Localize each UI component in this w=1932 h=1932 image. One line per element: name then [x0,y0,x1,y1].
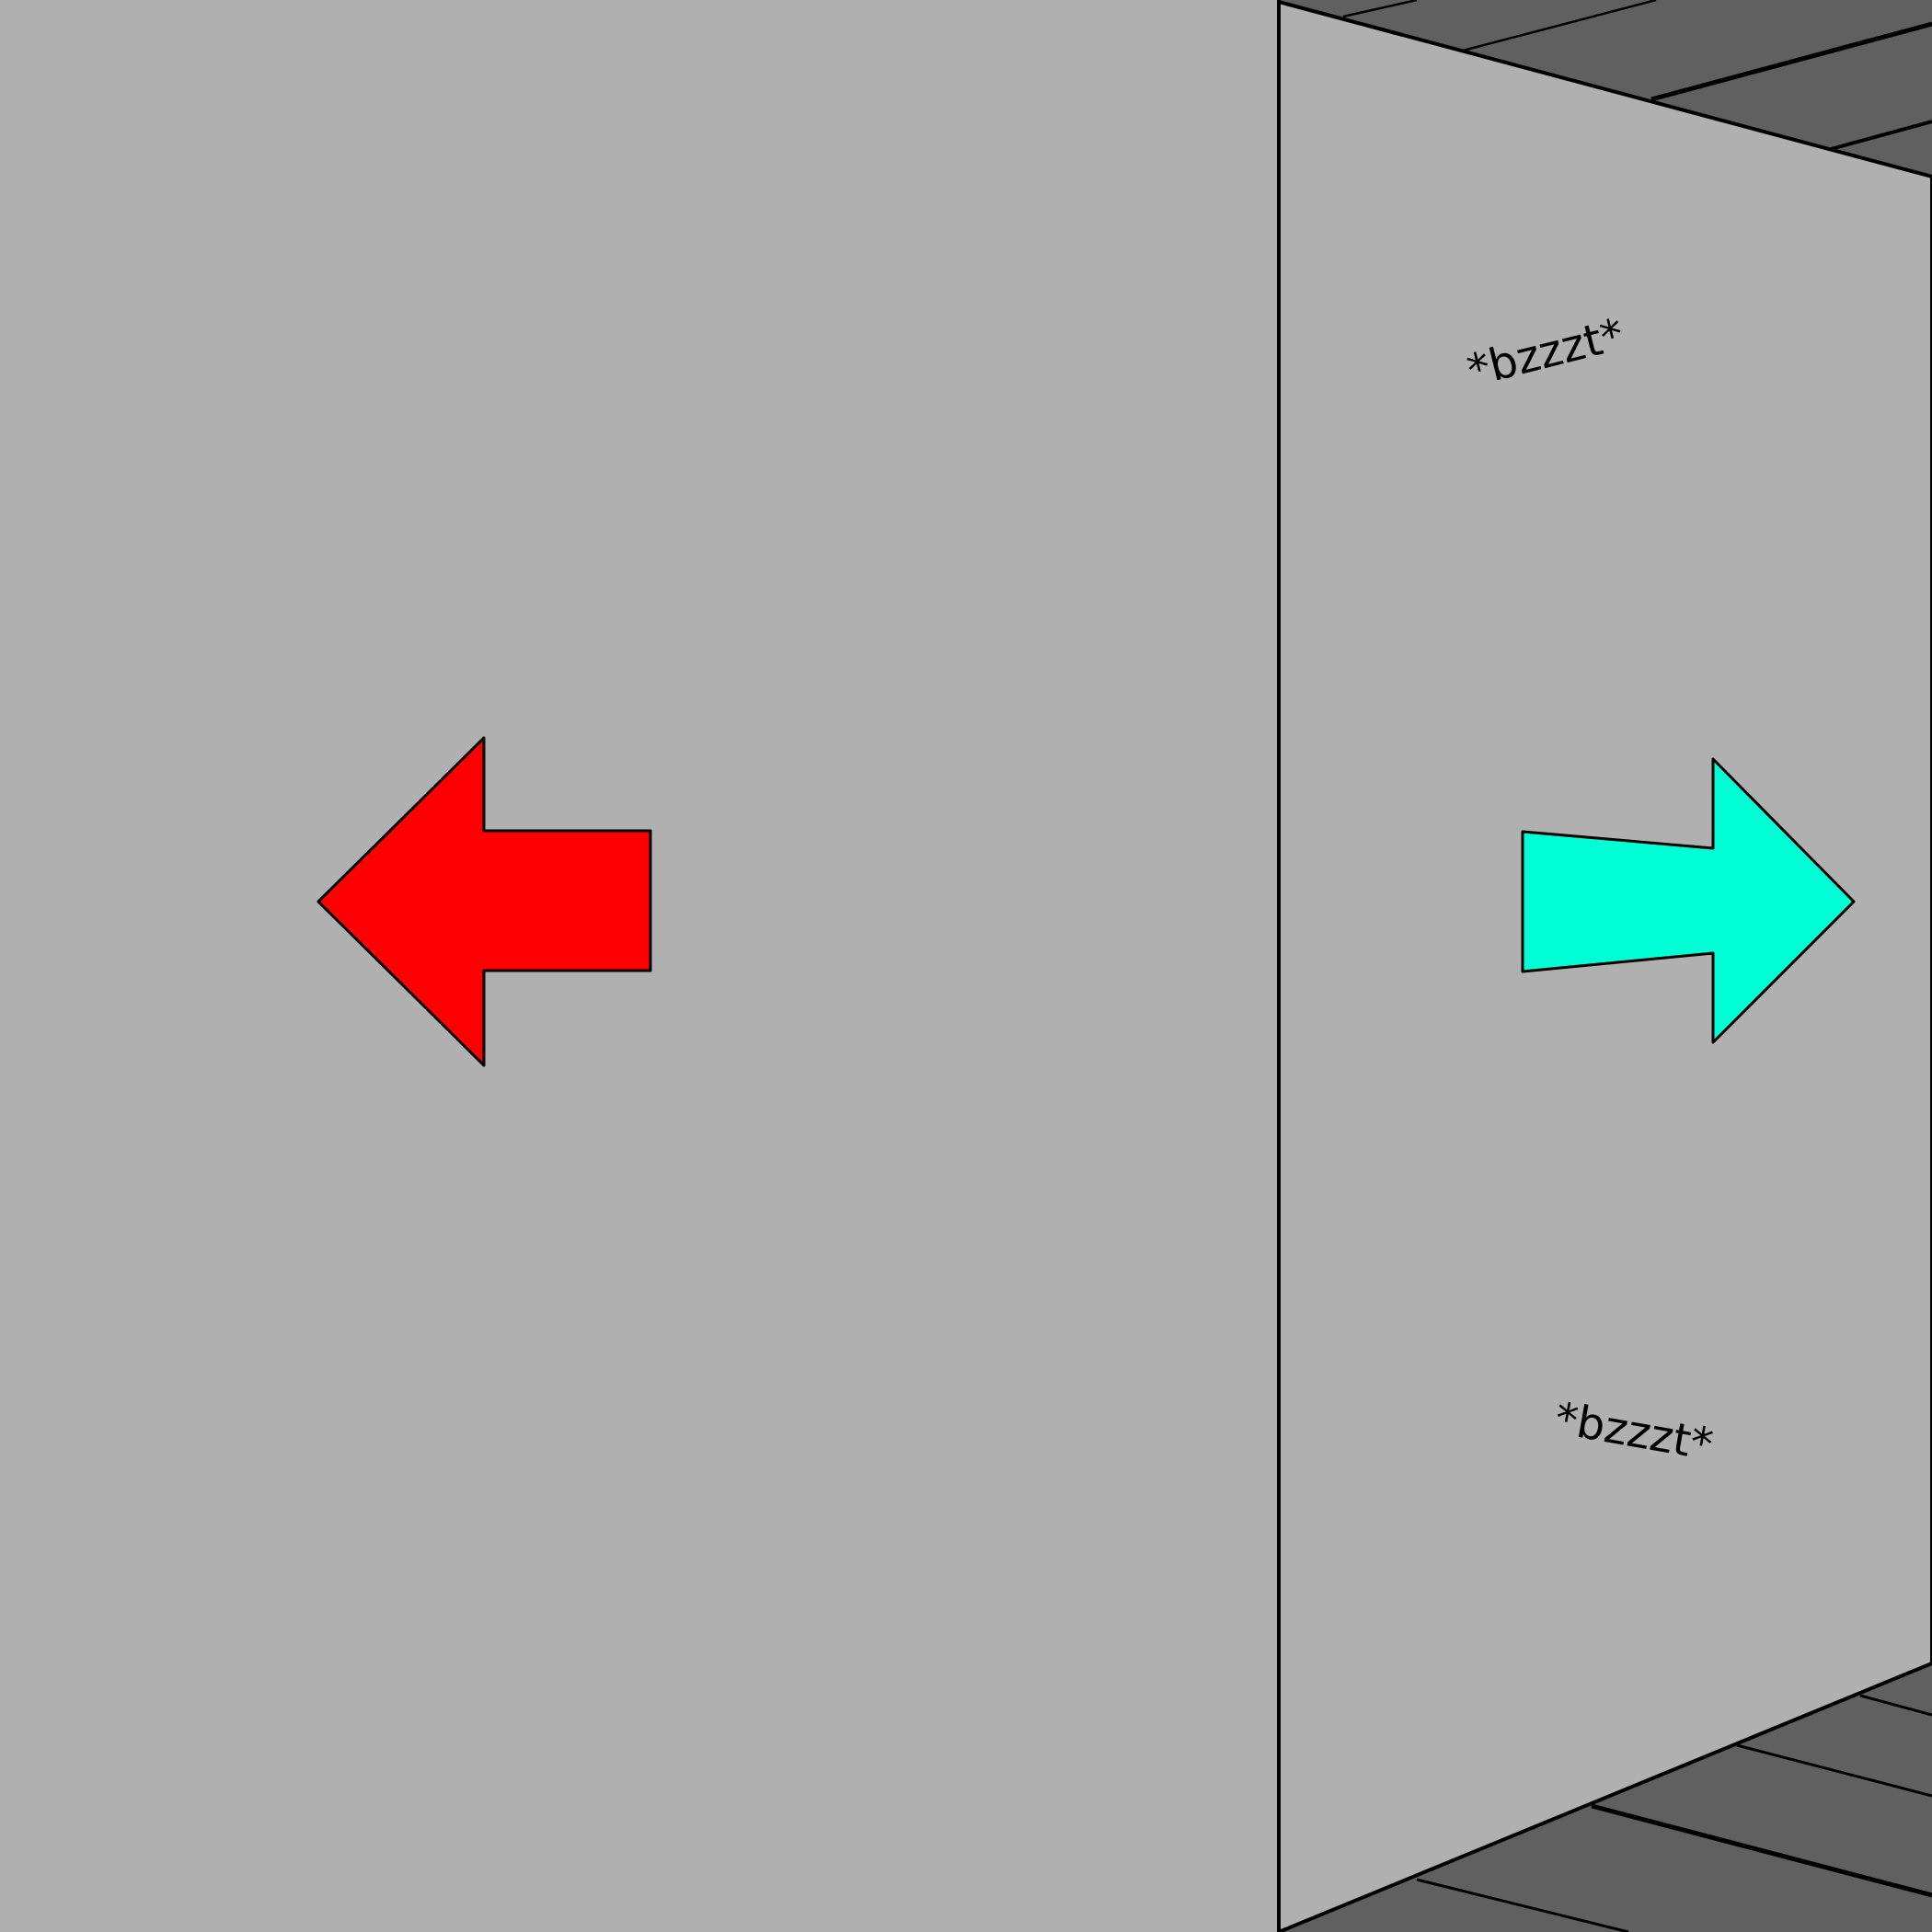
right-wall [1277,0,1932,1932]
arrow-right-icon[interactable] [1521,757,1856,1044]
arrow-left-icon[interactable] [316,736,652,1067]
